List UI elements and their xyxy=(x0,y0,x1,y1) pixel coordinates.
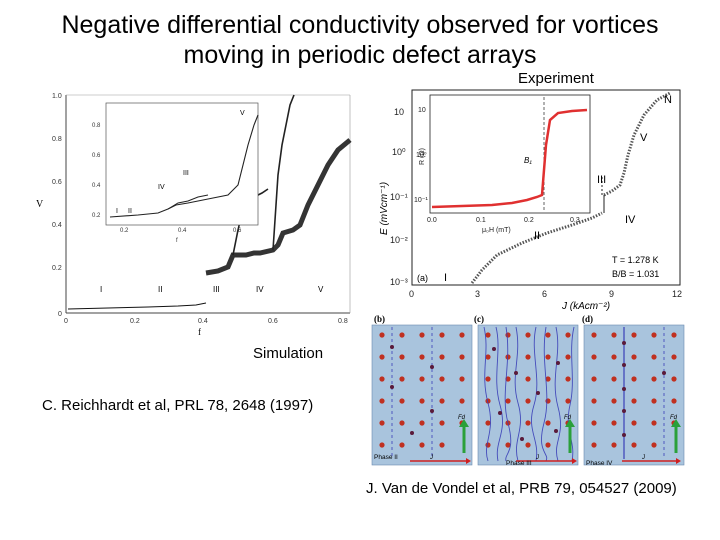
sim-phase: III xyxy=(213,285,220,294)
exp-ytick: 10⁻³ xyxy=(390,277,408,287)
sim-ytick: 0.6 xyxy=(52,179,62,186)
sim-y-ticks: 1.0 0.8 0.6 0.4 0.2 0 xyxy=(52,93,62,318)
panel-id: (b) xyxy=(374,314,385,324)
exp-ylabel: E (mVcm⁻¹) xyxy=(379,182,390,235)
exp-annotation-temperature: T = 1.278 K xyxy=(612,255,659,265)
exp-phase: IV xyxy=(625,214,636,226)
exp-inset-ytick: 10 xyxy=(418,107,426,114)
exp-inset-ytick: 10⁻¹ xyxy=(414,197,428,204)
exp-xtick: 12 xyxy=(672,289,682,299)
sim-inset-phase: I xyxy=(116,208,118,215)
exp-inset-xlabel: μ₀H (mT) xyxy=(482,227,511,234)
sim-inset-phase: V xyxy=(240,110,245,117)
exp-inset-marker: B₁ xyxy=(524,156,532,165)
sim-ytick: 0.8 xyxy=(52,136,62,143)
exp-x-ticks: 0 3 6 9 12 xyxy=(409,289,682,299)
panel-phase: Phase III xyxy=(506,460,532,467)
panel-id: (c) xyxy=(474,314,484,324)
exp-inset-ylabel: R (Ω) xyxy=(419,148,426,165)
exp-xtick: 0 xyxy=(409,289,414,299)
exp-inset: 10 10⁰ 10⁻¹ 0.0 0.1 0.2 0.3 μ₀H (mT) R (… xyxy=(414,94,591,234)
sim-xtick: 0.8 xyxy=(338,318,348,325)
exp-phase: III xyxy=(597,174,606,186)
sim-inset-ytick: 0.8 xyxy=(92,123,101,129)
sim-inset-xtick: 0.4 xyxy=(178,228,187,234)
sim-ytick: 1.0 xyxy=(52,93,62,100)
experiment-label: Experiment xyxy=(518,70,594,87)
exp-xtick: 6 xyxy=(542,289,547,299)
panel-force: Fd xyxy=(670,415,678,421)
exp-curve xyxy=(470,91,671,284)
exp-phase: I xyxy=(444,272,447,284)
sim-phase-labels: I II III IV V xyxy=(100,285,324,294)
sim-phase: II xyxy=(158,285,162,294)
exp-inset-xtick: 0.3 xyxy=(570,217,580,224)
sim-axes xyxy=(65,94,351,314)
sim-xtick: 0.2 xyxy=(130,318,140,325)
exp-ytick: 10⁻¹ xyxy=(390,192,408,202)
panel-current: J xyxy=(429,455,434,461)
sim-inset-ytick: 0.6 xyxy=(92,153,101,159)
panel-current: J xyxy=(535,455,540,461)
panel-force: Fd xyxy=(564,415,572,421)
exp-inset-xtick: 0.1 xyxy=(476,217,486,224)
panel-id: (d) xyxy=(582,314,593,324)
simulation-vf-plot: 1.0 0.8 0.6 0.4 0.2 0 0 0.2 0.4 0.6 0.8 … xyxy=(36,93,352,337)
exp-inset-xtick: 0.2 xyxy=(524,217,534,224)
sim-ytick: 0.2 xyxy=(52,265,62,272)
sim-xtick: 0.4 xyxy=(198,318,208,325)
exp-ytick: 10⁻² xyxy=(390,235,408,245)
citation-reichhardt: C. Reichhardt et al, PRL 78, 2648 (1997) xyxy=(42,397,314,414)
exp-panel-label: (a) xyxy=(417,273,428,283)
sim-inset-ytick: 0.4 xyxy=(92,183,101,189)
exp-xtick: 9 xyxy=(609,289,614,299)
exp-ytick: 10 xyxy=(394,107,404,117)
sim-ytick: 0 xyxy=(58,311,62,318)
sim-phase: V xyxy=(318,285,324,294)
exp-phase: V xyxy=(640,132,648,144)
exp-phase: N xyxy=(664,94,672,106)
panel-phase: Phase IV xyxy=(586,460,613,467)
simulation-label: Simulation xyxy=(253,345,324,362)
exp-phase: II xyxy=(534,230,540,242)
sim-phase: IV xyxy=(256,285,264,294)
exp-axes xyxy=(411,89,681,286)
slide-title-line1: Negative differential conductivity obser… xyxy=(61,11,659,39)
sim-inset-ytick: 0.2 xyxy=(92,213,101,219)
sim-ytick: 0.4 xyxy=(52,222,62,229)
sim-x-ticks: 0 0.2 0.4 0.6 0.8 xyxy=(64,318,348,325)
sim-inset-xtick: 0.6 xyxy=(233,228,242,234)
sim-ylabel: V xyxy=(36,199,44,210)
panel-current: J xyxy=(641,455,646,461)
sim-inset-xlabel: f xyxy=(176,238,178,244)
sim-inset-phase: II xyxy=(128,208,132,215)
panel-phase: Phase II xyxy=(374,454,398,461)
sim-inset-phase: IV xyxy=(158,184,165,191)
exp-xlabel: J (kAcm⁻²) xyxy=(561,301,610,312)
sim-inset-phase: III xyxy=(183,170,189,177)
citation-vandevondel: J. Van de Vondel et al, PRB 79, 054527 (… xyxy=(366,480,677,497)
vortex-panels: (b) Phase II Fd J (c) xyxy=(371,314,685,467)
sim-inset-xtick: 0.2 xyxy=(120,228,129,234)
exp-inset-ytick: 10⁰ xyxy=(416,151,427,159)
sim-phase: I xyxy=(100,285,102,294)
sim-inset: 0.8 0.6 0.4 0.2 0.2 0.4 0.6 f I II III I… xyxy=(92,102,259,244)
panel-force: Fd xyxy=(458,415,466,421)
exp-annotation-field: B/B = 1.031 xyxy=(612,269,659,279)
sim-xlabel: f xyxy=(198,327,201,337)
exp-ytick: 10⁰ xyxy=(392,147,406,157)
exp-inset-xtick: 0.0 xyxy=(427,217,437,224)
experiment-ej-plot: 10 10⁰ 10⁻¹ 10⁻² 10⁻³ 0 3 6 9 12 J (kAcm… xyxy=(379,89,682,312)
slide-title-line2: moving in periodic defect arrays xyxy=(183,41,537,69)
panel-phase-iv: (d) Phase IV Fd J xyxy=(582,314,685,467)
panel-phase-iii: (c) Phase III Fd J xyxy=(474,314,579,467)
exp-y-ticks: 10 10⁰ 10⁻¹ 10⁻² 10⁻³ xyxy=(390,107,408,287)
exp-xtick: 3 xyxy=(475,289,480,299)
panel-phase-ii: (b) Phase II Fd J xyxy=(371,314,473,466)
sim-xtick: 0 xyxy=(64,318,68,325)
exp-phase-labels: N V III IV II I xyxy=(444,94,672,284)
sim-xtick: 0.6 xyxy=(268,318,278,325)
